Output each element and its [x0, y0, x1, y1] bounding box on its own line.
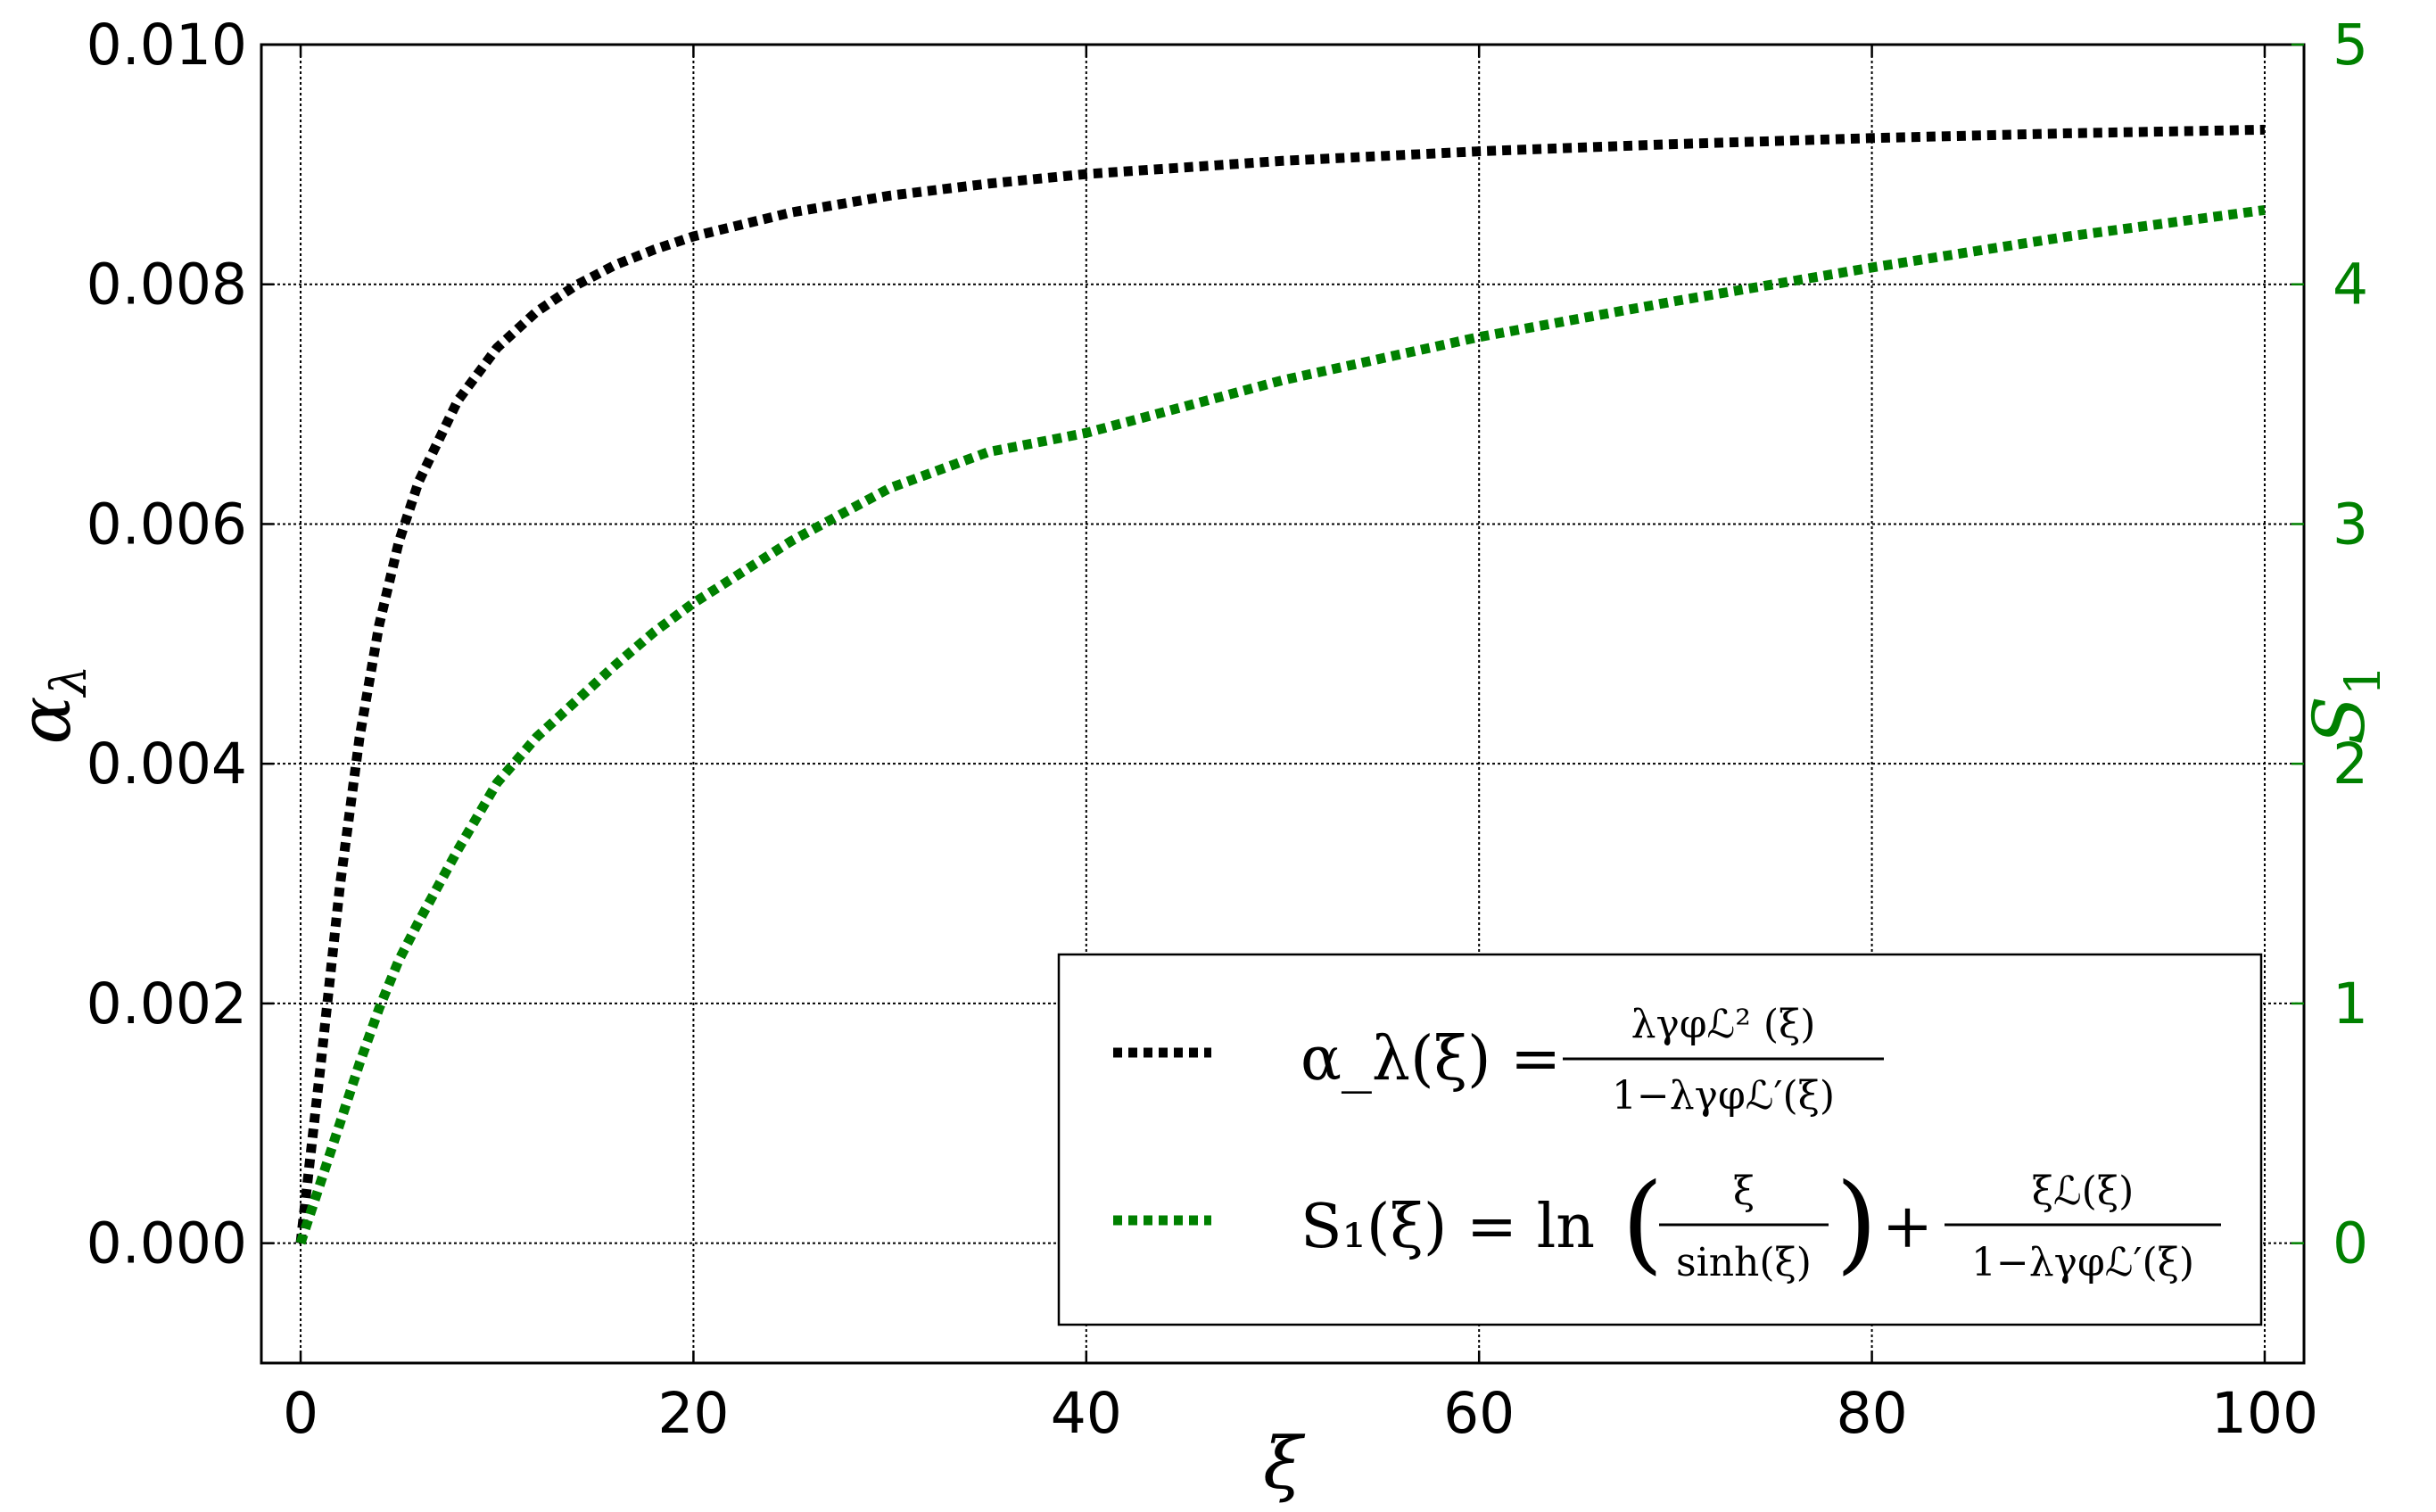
y-left-tick-label: 0.000: [87, 1211, 247, 1277]
legend-alpha-denominator: 1−λγφℒ′(ξ): [1612, 1073, 1835, 1119]
y-right-tick-label: 2: [2333, 731, 2368, 797]
y-right-tick-label: 0: [2333, 1211, 2368, 1277]
y-left-tick-label: 0.010: [87, 12, 247, 78]
y-axis-left-label: αλ: [4, 665, 97, 745]
x-tick-label: 80: [1836, 1381, 1907, 1446]
x-tick-label: 100: [2211, 1381, 2318, 1446]
legend-s1-plus: +: [1882, 1192, 1933, 1262]
legend-s1-frac2-denominator: 1−λγφℒ′(ξ): [1971, 1240, 2194, 1285]
y-left-tick-label: 0.004: [87, 731, 247, 797]
y-left-tick-label: 0.006: [87, 492, 247, 557]
y-axis-right-label-sub: 1: [2334, 665, 2391, 696]
x-tick-label: 60: [1443, 1381, 1515, 1446]
plot-frame: [260, 43, 2306, 1365]
x-tick-label: 20: [657, 1381, 729, 1446]
x-axis-label: ξ: [1263, 1422, 1306, 1505]
y-axis-right-label: S1: [2298, 665, 2391, 745]
series-line-alpha: [295, 124, 2266, 1244]
ticks: 0 20 40 60 80 1000.0000.0020.0040.0060.0080.0…: [87, 12, 2368, 1446]
x-tick-label: 0: [283, 1381, 318, 1446]
legend-s1-frac1-numerator: ξ: [1733, 1169, 1755, 1214]
svg-text:αλ: αλ: [4, 665, 97, 745]
legend-s1-open-paren: (: [1622, 1161, 1664, 1285]
y-axis-left-label-main: α: [4, 696, 87, 744]
y-left-tick-label: 0.008: [87, 252, 247, 318]
legend-alpha-numerator: λγφℒ² (ξ): [1631, 1002, 1816, 1047]
x-tick-label: 40: [1051, 1381, 1122, 1446]
y-right-tick-label: 4: [2333, 252, 2368, 318]
legend: α_λ(ξ) = λγφℒ² (ξ) 1−λγφℒ′(ξ) S₁(ξ) = ln…: [1057, 953, 2263, 1326]
y-axis-left-label-sub: λ: [40, 665, 97, 698]
legend-s1-lhs: S₁(ξ) = ln: [1301, 1192, 1595, 1262]
y-right-tick-label: 3: [2333, 492, 2368, 557]
legend-box: [1057, 953, 2263, 1326]
legend-s1-close-paren: ): [1836, 1161, 1878, 1285]
legend-alpha-lhs: α_λ(ξ) =: [1301, 1024, 1561, 1095]
y-left-tick-label: 0.002: [87, 971, 247, 1037]
y-right-tick-label: 5: [2333, 12, 2368, 78]
svg-text:S1: S1: [2298, 665, 2391, 745]
series-line-s1: [295, 204, 2266, 1245]
y-right-tick-label: 1: [2333, 971, 2368, 1037]
legend-s1-frac1-denominator: sinh(ξ): [1676, 1240, 1812, 1285]
y-axis-right-label-main: S: [2298, 696, 2381, 745]
legend-s1-frac2-numerator: ξℒ(ξ): [2032, 1169, 2135, 1214]
series-layer: [295, 124, 2266, 1245]
